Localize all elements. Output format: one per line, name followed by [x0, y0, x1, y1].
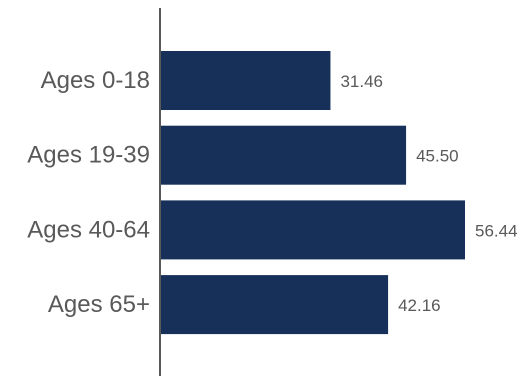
value-label: 45.50: [416, 147, 459, 166]
value-labels: 31.46 45.50 56.44 42.16: [340, 72, 517, 315]
bar-4: [161, 275, 389, 335]
category-label: Ages 0-18: [41, 67, 150, 94]
bar-3: [161, 200, 465, 260]
value-label: 42.16: [398, 296, 441, 315]
value-label: 31.46: [340, 72, 383, 91]
bar-2: [161, 125, 407, 185]
category-label: Ages 19-39: [27, 142, 150, 169]
category-label: Ages 65+: [48, 291, 150, 318]
value-label: 56.44: [475, 221, 518, 240]
bar-1: [161, 51, 331, 110]
bars-group: [161, 51, 465, 335]
category-label: Ages 40-64: [27, 216, 150, 243]
category-labels: Ages 0-18 Ages 19-39 Ages 40-64 Ages 65+: [27, 67, 150, 318]
